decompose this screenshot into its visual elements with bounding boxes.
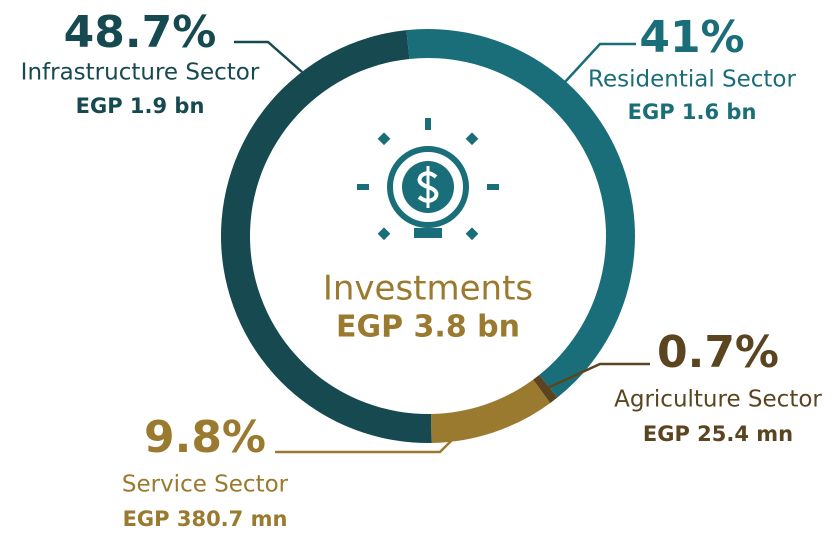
center-title: Investments (323, 269, 533, 309)
sector-amount: EGP 25.4 mn (643, 422, 793, 446)
donut-segment (406, 29, 635, 398)
sector-amount: EGP 1.9 bn (76, 94, 205, 118)
sector-name: Residential Sector (588, 67, 796, 93)
leader-line (234, 40, 303, 73)
investment-icon (357, 118, 499, 241)
sector-amount: EGP 1.6 bn (628, 100, 757, 124)
sector-name: Service Sector (122, 472, 289, 498)
percent-label: 9.8% (144, 412, 266, 463)
sector-name: Infrastructure Sector (21, 60, 260, 86)
donut-segment (431, 379, 551, 443)
leader-line (275, 429, 463, 454)
sector-name: Agriculture Sector (614, 387, 822, 413)
sector-amount: EGP 380.7 mn (123, 507, 288, 531)
percent-label: 48.7% (64, 7, 217, 58)
donut-segment (220, 30, 432, 444)
leader-line (564, 42, 636, 83)
center-value: EGP 3.8 bn (336, 310, 520, 345)
percent-label: 0.7% (657, 327, 779, 378)
leader-line (542, 362, 650, 392)
percent-label: 41% (639, 12, 744, 63)
